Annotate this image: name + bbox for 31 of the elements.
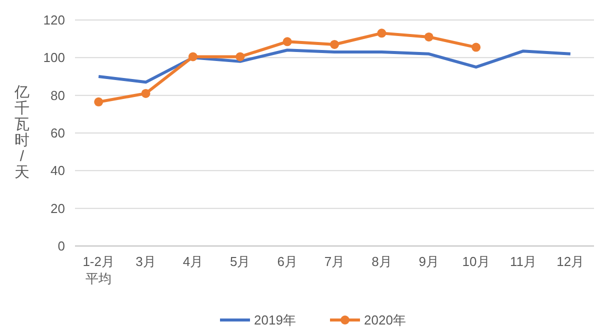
y-tick-label: 60 — [50, 126, 65, 141]
y-tick-label: 0 — [58, 238, 65, 254]
x-tick-label: 5月 — [230, 254, 250, 269]
x-tick-label: 7月 — [324, 254, 345, 269]
point — [141, 88, 150, 98]
line-series — [97, 48, 572, 84]
x-tick-label: 3月 — [136, 254, 156, 269]
x-tick-label: 1-2月平均 — [82, 254, 114, 286]
y-tick-label: 40 — [50, 163, 65, 178]
y-tick-label: 120 — [43, 12, 65, 28]
point — [236, 52, 245, 62]
y-tick-label: 100 — [43, 50, 65, 66]
point — [188, 52, 198, 62]
x-tick-label: 9月 — [418, 254, 439, 269]
y-axis-title: 亿千瓦时/天 — [14, 84, 30, 181]
point — [330, 40, 339, 49]
point — [472, 42, 481, 52]
point — [377, 28, 386, 38]
x-tick-label: 8月 — [372, 254, 392, 269]
legend-label: 2020年 — [364, 312, 406, 328]
x-tick-label: 6月 — [277, 254, 298, 269]
x-tick-label: 4月 — [182, 254, 204, 269]
x-tick-label: 11月 — [510, 254, 536, 269]
legend-label: 2019年 — [254, 312, 296, 328]
point — [282, 37, 292, 46]
x-tick-label: 10月 — [462, 254, 490, 269]
x-tick-label: 12月 — [556, 254, 584, 269]
point — [424, 32, 434, 42]
y-tick-label: 80 — [50, 88, 65, 103]
y-tick-label: 20 — [50, 200, 65, 216]
point — [94, 97, 104, 106]
